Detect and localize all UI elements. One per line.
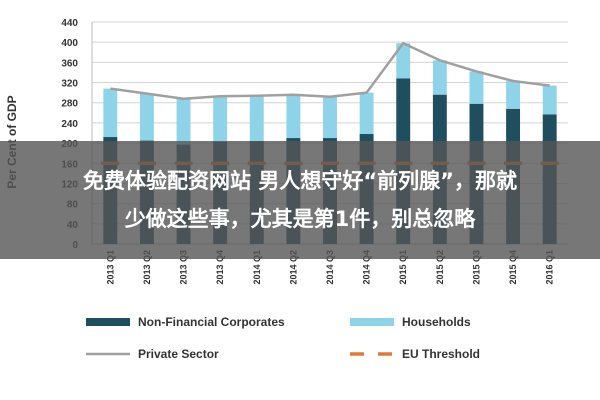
x-axis-categories: 2013 Q1 2013 Q2 2013 Q3 2013 Q4 2014 Q1 2014 … bbox=[105, 250, 554, 285]
x-category-label: 2014 Q4 bbox=[362, 250, 372, 285]
x-category-label: 2014 Q3 bbox=[325, 250, 335, 285]
bar-households bbox=[359, 92, 374, 135]
x-category-label: 2013 Q1 bbox=[105, 250, 115, 285]
legend-swatch bbox=[86, 318, 130, 326]
x-category-label: 2014 Q2 bbox=[288, 250, 298, 285]
y-tick-label: 240 bbox=[61, 119, 78, 130]
bar-households bbox=[249, 95, 264, 142]
bar-households bbox=[176, 98, 191, 145]
x-category-label: 2015 Q2 bbox=[435, 250, 445, 285]
overlay-line-1: 免费体验配资网站 男人想守好“前列腺”，那就 bbox=[83, 169, 517, 193]
bar-households bbox=[286, 94, 301, 139]
x-category-label: 2016 Q1 bbox=[545, 250, 555, 285]
bar-households bbox=[432, 60, 447, 95]
bar-households bbox=[103, 88, 118, 138]
legend-label: EU Threshold bbox=[402, 347, 480, 361]
x-category-label: 2015 Q3 bbox=[471, 250, 481, 285]
bar-households bbox=[139, 93, 154, 141]
x-category-label: 2015 Q4 bbox=[508, 250, 518, 285]
legend-label: Households bbox=[402, 315, 471, 329]
x-category-label: 2013 Q4 bbox=[215, 250, 225, 285]
bar-households bbox=[213, 96, 228, 142]
y-tick-label: 360 bbox=[61, 58, 78, 69]
x-category-label: 2015 Q1 bbox=[398, 250, 408, 285]
y-tick-label: 440 bbox=[61, 18, 78, 29]
legend: Non-Financial Corporates Households Privat… bbox=[86, 315, 480, 361]
x-category-label: 2013 Q3 bbox=[179, 250, 189, 285]
bar-households bbox=[323, 96, 337, 139]
overlay-banner: 免费体验配资网站 男人想守好“前列腺”，那就 少做这些事，尤其是第1件，别总忽略 bbox=[0, 141, 600, 259]
bar-households bbox=[506, 81, 521, 109]
x-category-label: 2014 Q1 bbox=[252, 250, 262, 285]
legend-swatch bbox=[350, 318, 394, 326]
bar-households bbox=[542, 85, 557, 115]
overlay-line-2: 少做这些事，尤其是第1件，别总忽略 bbox=[124, 207, 476, 231]
y-tick-label: 320 bbox=[61, 79, 78, 90]
bar-households bbox=[396, 43, 411, 79]
legend-label: Private Sector bbox=[138, 347, 219, 361]
y-tick-label: 280 bbox=[61, 99, 78, 110]
y-tick-label: 400 bbox=[61, 38, 78, 49]
legend-label: Non-Financial Corporates bbox=[138, 315, 285, 329]
x-category-label: 2013 Q2 bbox=[142, 250, 152, 285]
series-line-private-sector bbox=[110, 41, 550, 100]
bar-households bbox=[469, 71, 484, 104]
